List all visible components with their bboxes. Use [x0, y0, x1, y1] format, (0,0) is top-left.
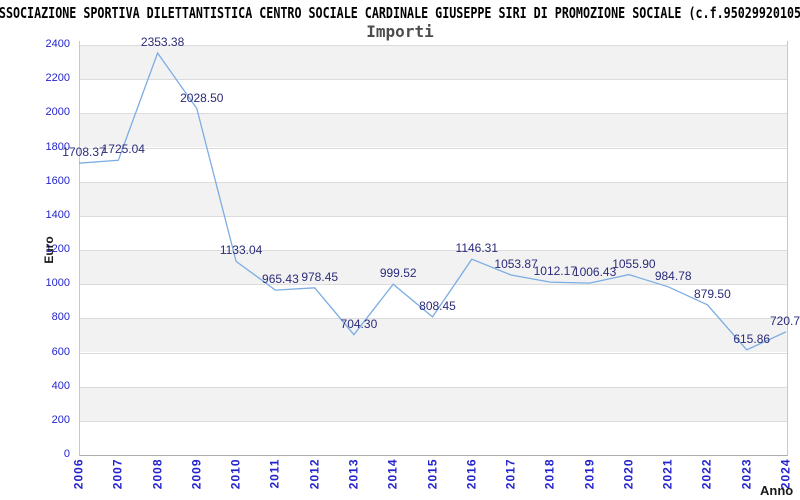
- y-tick-label: 200: [51, 413, 70, 426]
- y-tick-label: 1600: [45, 174, 70, 187]
- y-tick-label: 2200: [45, 72, 70, 85]
- data-point-label: 984.78: [654, 268, 692, 283]
- gridline: [80, 79, 787, 81]
- data-point-label: 704.30: [340, 316, 378, 331]
- gridline: [80, 113, 787, 115]
- x-tick-label: 2021: [660, 458, 675, 490]
- data-point-label: 879.50: [694, 286, 731, 301]
- x-tick-label: 2007: [110, 458, 125, 490]
- x-tick-label: 2010: [228, 458, 243, 490]
- x-tick-label: 2016: [464, 458, 479, 490]
- data-point-label: 1055.90: [612, 256, 656, 271]
- x-axis-title: Anno: [760, 483, 794, 498]
- gridline: [80, 420, 787, 422]
- x-tick-label: 2018: [542, 458, 557, 490]
- data-point-label: 720.7: [769, 313, 800, 328]
- plot-band: [80, 386, 787, 421]
- x-tick-label: 2019: [582, 458, 597, 490]
- gridline: [80, 181, 787, 183]
- data-point-label: 808.45: [419, 298, 456, 313]
- y-tick-label: 1400: [45, 208, 70, 221]
- y-tick-label: 800: [51, 311, 70, 324]
- chart-subtitle: Importi: [366, 22, 434, 41]
- data-point-label: 999.52: [379, 266, 417, 281]
- gridline: [80, 250, 787, 251]
- x-tick-label: 2020: [621, 458, 636, 490]
- gridline: [80, 215, 787, 217]
- gridline: [80, 284, 787, 286]
- x-tick-label: 2006: [71, 458, 86, 490]
- data-point-label: 1725.04: [101, 142, 145, 157]
- plot-band: [80, 147, 787, 182]
- x-tick-label: 2011: [267, 458, 282, 489]
- plot-band: [80, 113, 787, 148]
- y-tick-label: 1800: [45, 140, 70, 153]
- data-point-label: 1053.87: [494, 257, 538, 271]
- x-tick-label: 2014: [385, 458, 400, 490]
- x-tick-label: 2022: [699, 458, 714, 490]
- data-point-label: 1012.17: [533, 264, 577, 279]
- x-tick-label: 2009: [189, 458, 204, 490]
- plot-band: [80, 181, 787, 216]
- y-tick-label: 400: [51, 379, 70, 392]
- y-tick-label: 2000: [45, 106, 70, 119]
- y-tick-label: 1200: [45, 243, 70, 255]
- x-tick-label: 2013: [346, 458, 361, 490]
- y-axis-title: Euro: [42, 236, 56, 264]
- y-tick-label: 1000: [45, 277, 70, 290]
- chart-title: ASSOCIAZIONE SPORTIVA DILETTANTISTICA CE…: [0, 4, 800, 22]
- x-tick-label: 2012: [307, 458, 322, 490]
- y-tick-label: 2400: [45, 38, 70, 50]
- y-tick-label: 600: [51, 345, 70, 358]
- data-point-label: 965.43: [262, 272, 299, 287]
- data-point-label: 1006.43: [572, 265, 617, 280]
- data-point-label: 1146.31: [455, 241, 499, 256]
- data-point-label: 1133.04: [219, 243, 263, 258]
- x-tick-label: 2023: [739, 458, 754, 490]
- data-point-label: 2028.50: [180, 90, 224, 105]
- gridline: [80, 386, 787, 388]
- plot-band: [80, 420, 787, 455]
- gridline: [80, 147, 787, 149]
- x-tick-label: 2008: [150, 458, 165, 490]
- data-point-label: 2353.38: [140, 35, 185, 49]
- data-point-label: 978.45: [301, 269, 339, 284]
- plot-band: [80, 318, 787, 353]
- plot-band: [80, 352, 787, 387]
- x-tick-label: 2017: [503, 458, 518, 490]
- data-point-label: 615.86: [733, 331, 771, 346]
- plot-band: [80, 45, 787, 80]
- y-tick-label: 0: [63, 448, 70, 460]
- data-point-label: 1708.37: [62, 145, 106, 160]
- gridline: [80, 45, 787, 46]
- gridline: [80, 318, 787, 320]
- plot-band: [80, 215, 787, 250]
- gridline: [80, 352, 787, 354]
- x-tick-label: 2015: [425, 458, 439, 490]
